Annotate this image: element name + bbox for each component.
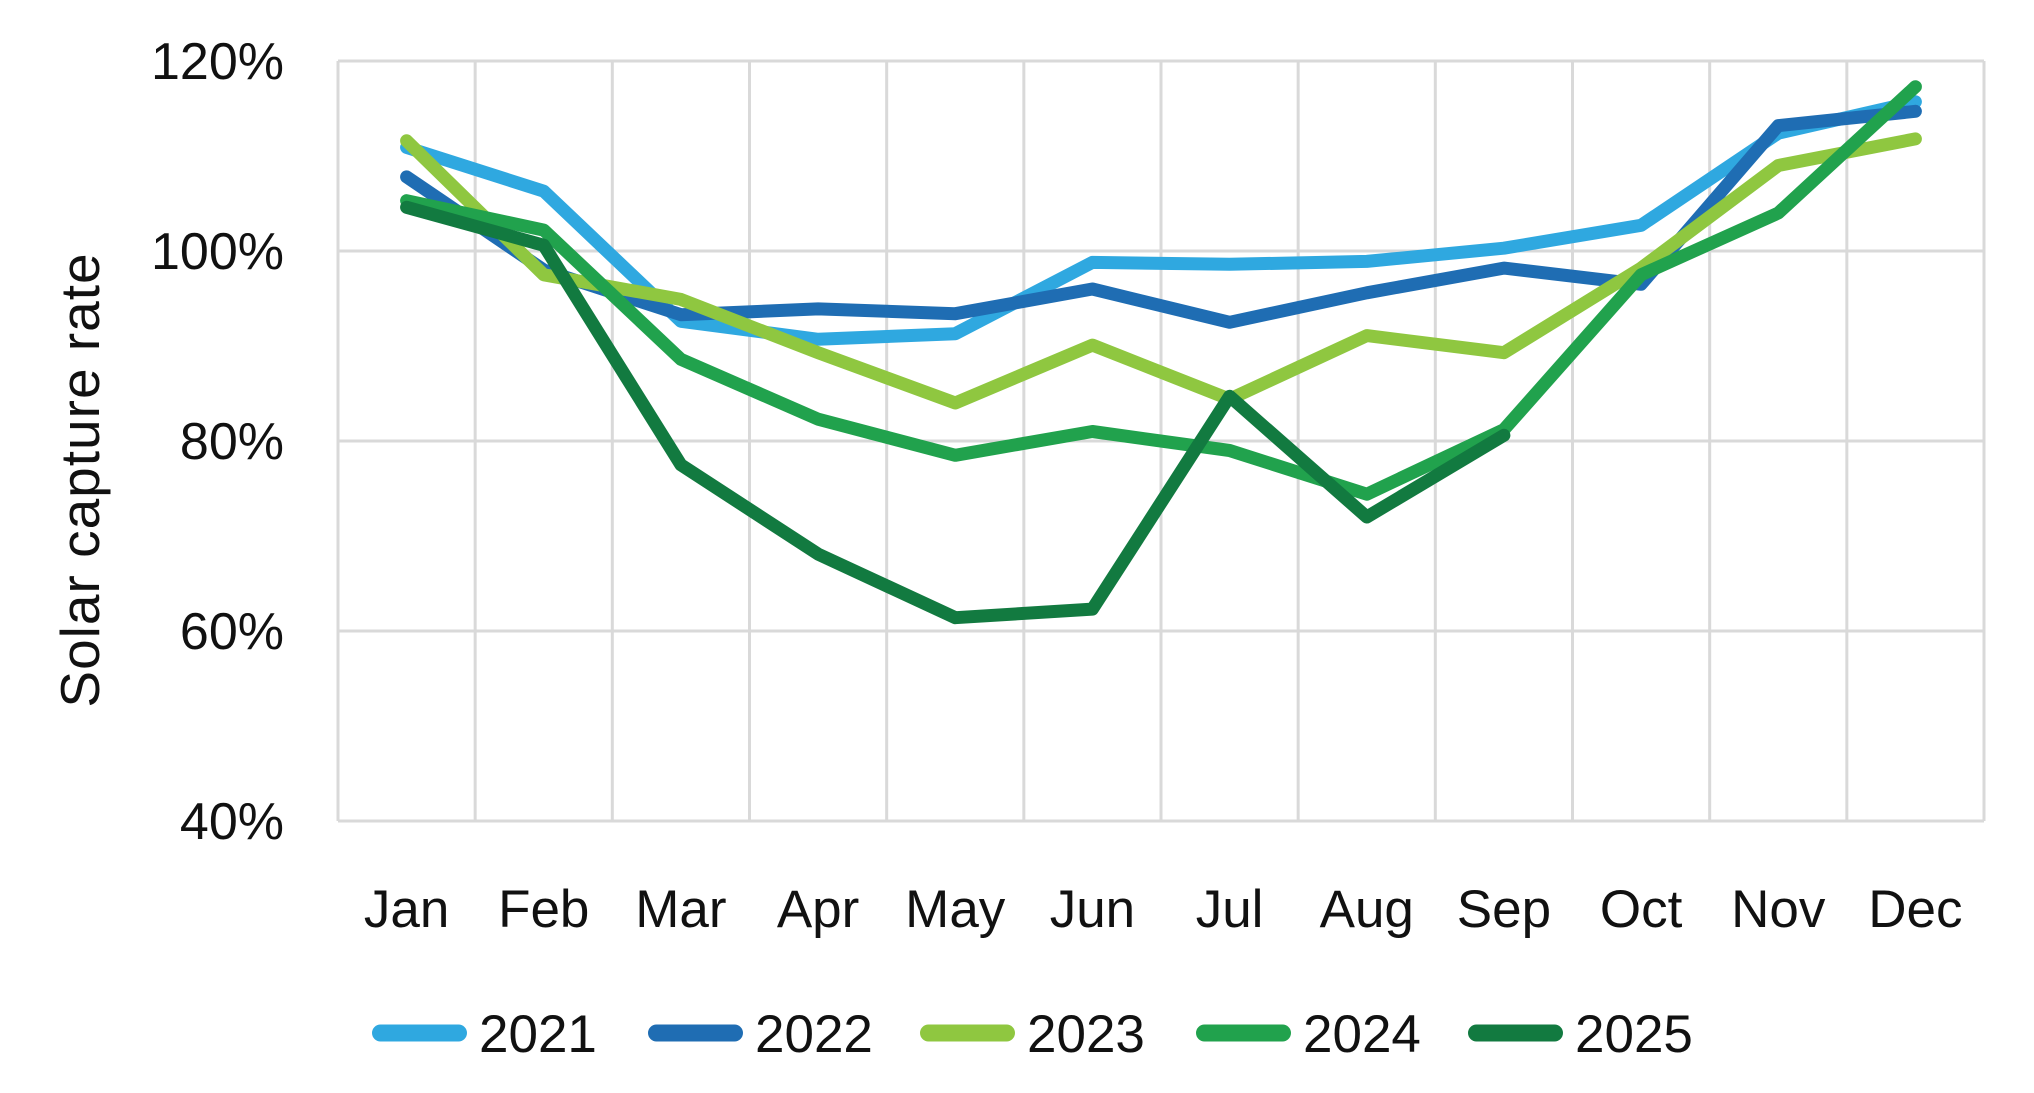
x-tick-label-jan: Jan bbox=[364, 880, 449, 939]
y-tick-label-40: 40% bbox=[180, 793, 284, 851]
legend-item-2022: 2022 bbox=[648, 1005, 873, 1064]
legend-label-2022: 2022 bbox=[755, 1005, 873, 1064]
legend-item-2021: 2021 bbox=[372, 1005, 597, 1064]
gridlines bbox=[336, 59, 1986, 823]
legend-label-2025: 2025 bbox=[1575, 1005, 1693, 1064]
x-tick-label-aug: Aug bbox=[1320, 880, 1414, 939]
x-tick-label-may: May bbox=[905, 880, 1006, 939]
legend-swatch-2021 bbox=[372, 1024, 467, 1042]
x-axis-tick-labels: Jan Feb Mar Apr May Jun Jul Aug Sep Oct Nov Dec bbox=[364, 880, 1963, 939]
x-tick-label-jul: Jul bbox=[1196, 880, 1264, 939]
x-tick-label-apr: Apr bbox=[777, 880, 859, 939]
legend-label-2023: 2023 bbox=[1027, 1005, 1145, 1064]
y-axis-tick-labels: 120% 100% 80% 60% 40% bbox=[151, 33, 284, 851]
x-tick-label-feb: Feb bbox=[498, 880, 589, 939]
x-tick-label-mar: Mar bbox=[635, 880, 726, 939]
legend-swatch-2024 bbox=[1196, 1024, 1291, 1042]
legend-swatch-2022 bbox=[648, 1024, 743, 1042]
x-tick-label-nov: Nov bbox=[1731, 880, 1826, 939]
series-line-2023 bbox=[400, 132, 1922, 410]
x-tick-label-jun: Jun bbox=[1050, 880, 1135, 939]
legend-label-2024: 2024 bbox=[1303, 1005, 1421, 1064]
legend-item-2024: 2024 bbox=[1196, 1005, 1421, 1064]
x-tick-label-dec: Dec bbox=[1868, 880, 1962, 939]
legend-label-2021: 2021 bbox=[479, 1005, 597, 1064]
series-line-2024 bbox=[400, 80, 1922, 501]
legend-swatch-2025 bbox=[1468, 1024, 1563, 1042]
legend-item-2023: 2023 bbox=[920, 1005, 1145, 1064]
y-axis-title: Solar capture rate bbox=[49, 252, 111, 707]
y-tick-label-80: 80% bbox=[180, 413, 284, 471]
series-lines bbox=[400, 80, 1922, 625]
y-tick-label-60: 60% bbox=[180, 603, 284, 661]
y-tick-label-100: 100% bbox=[151, 223, 284, 281]
legend-item-2025: 2025 bbox=[1468, 1005, 1693, 1064]
y-tick-label-120: 120% bbox=[151, 33, 284, 91]
legend-swatch-2023 bbox=[920, 1024, 1015, 1042]
x-tick-label-sep: Sep bbox=[1457, 880, 1551, 939]
legend: 2021 2022 2023 2024 2025 bbox=[372, 1005, 1693, 1064]
series-line-2025 bbox=[400, 200, 1511, 625]
x-tick-label-oct: Oct bbox=[1600, 880, 1683, 939]
